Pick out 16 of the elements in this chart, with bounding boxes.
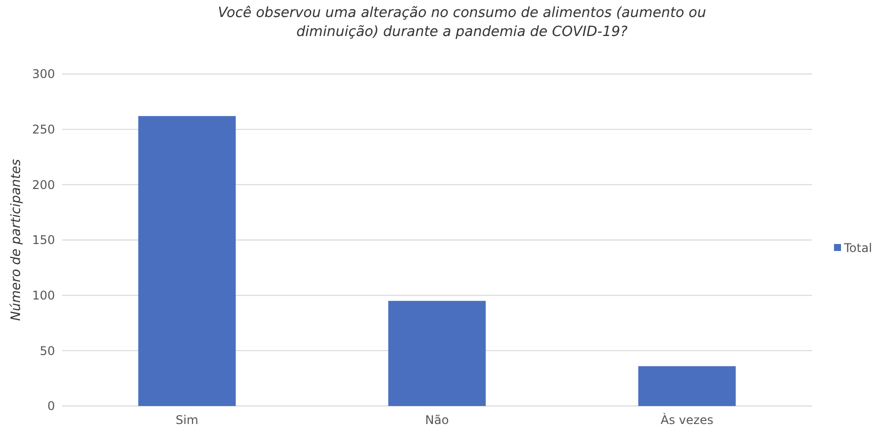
x-tick-label: Às vezes <box>660 412 714 427</box>
y-tick-label: 100 <box>32 288 55 303</box>
x-tick-label: Sim <box>176 413 198 427</box>
chart-title: Você observou uma alteração no consumo de alimentos (aumento ou diminuição) durante a pandemia de COVID-19? <box>218 5 706 40</box>
x-tick-label: Não <box>425 413 449 427</box>
bar <box>138 116 236 406</box>
bar <box>388 300 486 406</box>
bar <box>638 366 736 406</box>
y-tick-label: 250 <box>32 122 55 137</box>
y-axis-title: Número de participantes <box>9 158 24 321</box>
legend-label: Total <box>843 241 872 256</box>
y-tick-label: 50 <box>40 344 55 358</box>
y-tick-label: 200 <box>32 178 55 192</box>
y-tick-label: 300 <box>32 67 55 82</box>
y-tick-label: 0 <box>47 399 55 414</box>
y-tick-label: 150 <box>32 233 55 248</box>
